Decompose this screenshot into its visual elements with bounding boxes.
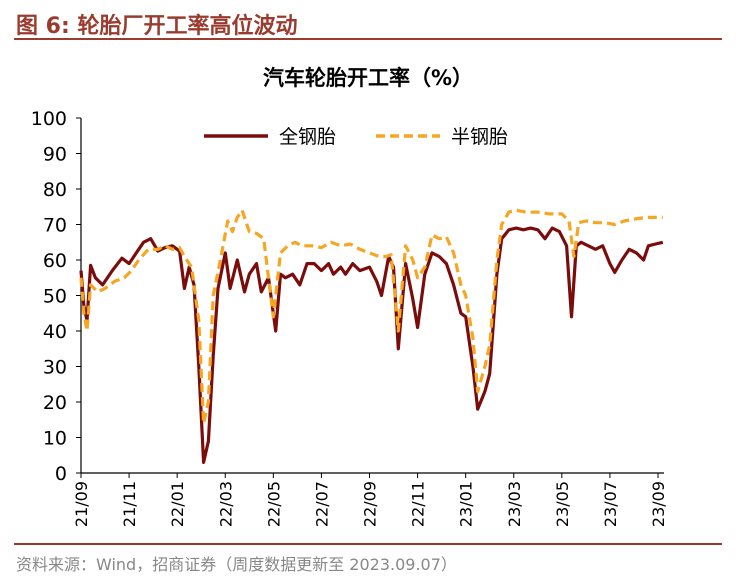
- x-tick-label: 23/01: [457, 481, 476, 527]
- x-tick-label: 21/11: [120, 481, 139, 527]
- y-tick-label: 60: [43, 250, 67, 272]
- y-tick-label: 100: [31, 108, 67, 130]
- x-tick-label: 22/03: [216, 481, 235, 527]
- x-tick-label: 23/03: [505, 481, 524, 527]
- legend-label: 半钢胎: [451, 126, 508, 148]
- x-tick-label: 22/05: [264, 481, 283, 527]
- figure-label: 图 6:: [16, 14, 70, 39]
- y-tick-label: 50: [43, 286, 67, 308]
- figure-header: 图 6: 轮胎厂开工率高位波动: [14, 4, 722, 40]
- x-tick-label: 23/09: [649, 481, 668, 527]
- y-tick-label: 90: [43, 144, 67, 166]
- series-line-all-steel: [79, 226, 664, 464]
- figure-title: 图 6: 轮胎厂开工率高位波动: [16, 8, 297, 40]
- y-tick-label: 30: [43, 357, 67, 379]
- source-note: 资料来源：Wind，招商证券（周度数据更新至 2023.09.07）: [16, 555, 457, 574]
- series-line-semi-steel: [79, 208, 663, 425]
- x-tick-label: 21/09: [72, 481, 91, 527]
- y-tick-label: 40: [43, 321, 67, 343]
- x-tick-label: 22/11: [409, 481, 428, 527]
- x-tick-label: 22/01: [168, 481, 187, 527]
- source-rule: [14, 543, 722, 545]
- y-tick-label: 0: [55, 463, 67, 485]
- header-rule: [14, 38, 722, 40]
- figure-caption: 轮胎厂开工率高位波动: [77, 14, 298, 39]
- x-tick-label: 22/09: [361, 481, 380, 527]
- y-tick-label: 20: [43, 392, 67, 414]
- y-tick-label: 10: [43, 428, 67, 450]
- x-tick-label: 23/05: [553, 481, 572, 527]
- chart-title: 汽车轮胎开工率（%）: [262, 66, 474, 90]
- x-tick-label: 22/07: [312, 481, 331, 527]
- legend-label: 全钢胎: [279, 126, 336, 148]
- y-tick-label: 70: [43, 215, 67, 237]
- x-tick-label: 23/07: [601, 481, 620, 527]
- y-tick-label: 80: [43, 179, 67, 201]
